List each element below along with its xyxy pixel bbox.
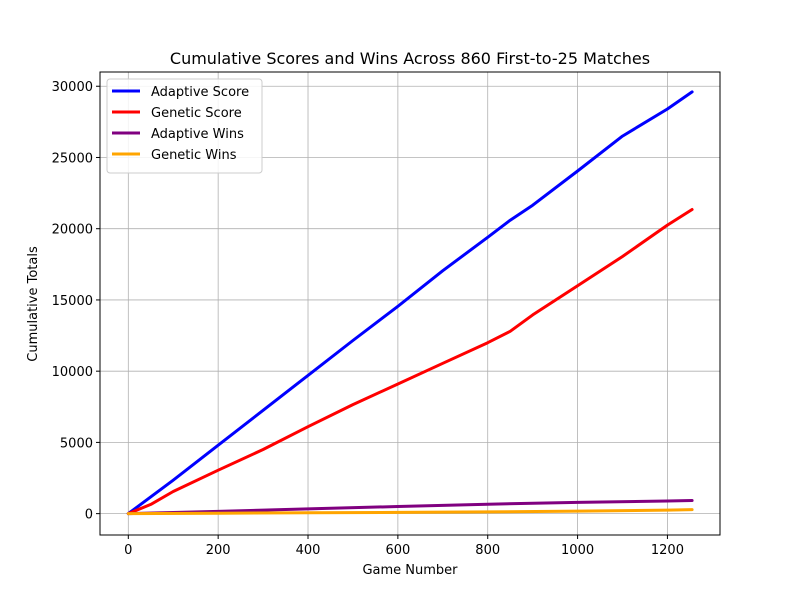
plot-frame xyxy=(99,71,721,536)
x-tick-label: 600 xyxy=(385,543,410,558)
x-tick-label: 0 xyxy=(124,543,132,558)
y-tick-label: 15000 xyxy=(52,294,93,309)
legend-label: Genetic Wins xyxy=(151,148,237,163)
y-tick-label: 30000 xyxy=(52,80,93,95)
series-line xyxy=(126,499,694,516)
legend-label: Adaptive Score xyxy=(151,85,249,100)
series-line xyxy=(126,508,694,516)
y-tick-label: 10000 xyxy=(52,365,93,380)
y-tick-label: 5000 xyxy=(60,436,93,451)
series-lines xyxy=(126,90,694,516)
chart-title: Cumulative Scores and Wins Across 860 Fi… xyxy=(170,49,650,68)
x-tick-label: 1000 xyxy=(561,543,594,558)
legend-box xyxy=(106,78,263,174)
series-line xyxy=(126,90,694,516)
y-tick-label: 25000 xyxy=(52,151,93,166)
legend: Adaptive Score Genetic Score Adaptive Wins… xyxy=(106,78,263,174)
axes: 0 200 400 600 800 1000 1200 0 5000 10000 15000 2000… xyxy=(52,71,721,558)
x-tick-label: 800 xyxy=(475,543,500,558)
legend-label: Adaptive Wins xyxy=(151,127,244,142)
y-axis-label: Cumulative Totals xyxy=(26,246,41,362)
series-line xyxy=(126,208,694,516)
x-tick-label: 1200 xyxy=(651,543,684,558)
legend-label: Genetic Score xyxy=(151,106,242,121)
x-tick-label: 400 xyxy=(296,543,321,558)
grid-lines xyxy=(100,72,720,535)
x-axis-label: Game Number xyxy=(362,563,458,578)
y-tick-label: 0 xyxy=(85,508,93,523)
x-tick-label: 200 xyxy=(206,543,231,558)
y-tick-label: 20000 xyxy=(52,223,93,238)
